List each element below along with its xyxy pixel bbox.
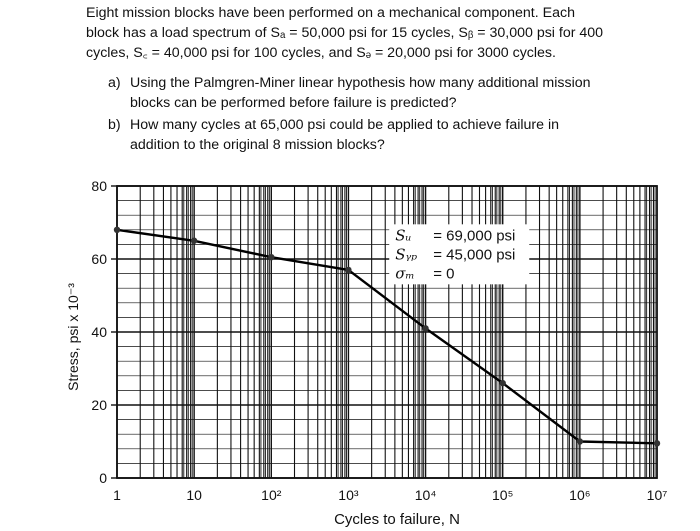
problem-statement: Eight mission blocks have been performed… xyxy=(86,3,686,63)
y-tick-label: 40 xyxy=(91,324,107,340)
y-axis-label: Stress, psi x 10⁻³ xyxy=(65,283,81,391)
question-a: a) Using the Palmgren-Miner linear hypoth… xyxy=(108,73,668,113)
sn-curve-point xyxy=(576,438,584,445)
sn-curve-point xyxy=(190,237,198,244)
sn-curve-point xyxy=(113,226,121,233)
y-tick-label: 0 xyxy=(99,470,107,486)
intro-line-3: cycles, S꜀ = 40,000 psi for 100 cycles, … xyxy=(86,45,556,61)
sn-curve-line xyxy=(116,228,658,445)
question-b-line-2: addition to the original 8 mission block… xyxy=(130,137,385,153)
question-a-line-2: blocks can be performed before failure i… xyxy=(130,95,457,111)
annotation-symbol: Sᵧₚ xyxy=(395,245,417,263)
intro-line-2: block has a load spectrum of Sₐ = 50,000… xyxy=(86,25,604,41)
x-tick-label: 10³ xyxy=(338,487,359,503)
question-a-label: a) xyxy=(108,75,121,91)
sn-curve-point xyxy=(268,253,275,261)
x-tick-label: 10⁷ xyxy=(647,487,668,503)
sn-curve-point xyxy=(653,440,661,447)
x-tick-label: 1 xyxy=(113,487,121,503)
y-tick-label: 80 xyxy=(91,178,107,194)
annotation-box xyxy=(389,224,530,285)
x-tick-label: 10 xyxy=(186,487,202,503)
x-tick-label: 10⁶ xyxy=(569,487,590,503)
x-tick-label: 10⁵ xyxy=(492,487,513,503)
annotation-value: = 0 xyxy=(433,265,454,282)
annotation-symbol: Sᵤ xyxy=(395,226,411,244)
sn-curve-point xyxy=(499,379,506,387)
annotation-symbol: σₘ xyxy=(395,264,414,282)
intro-line-1: Eight mission blocks have been performed… xyxy=(86,5,575,21)
y-tick-label: 60 xyxy=(91,251,107,267)
y-tick-label: 20 xyxy=(91,397,107,413)
annotation-value: = 45,000 psi xyxy=(433,246,515,263)
question-b-label: b) xyxy=(108,117,121,133)
x-tick-label: 10² xyxy=(261,487,282,503)
x-axis-label: Cycles to failure, N xyxy=(334,511,460,528)
question-a-line-1: Using the Palmgren-Miner linear hypothes… xyxy=(130,75,591,91)
sn-curve-point xyxy=(345,266,352,274)
x-tick-label: 10⁴ xyxy=(415,487,437,503)
sn-curve-point xyxy=(422,325,429,332)
annotation-value: = 69,000 psi xyxy=(433,227,515,244)
question-b: b) How many cycles at 65,000 psi could be… xyxy=(108,115,668,155)
question-b-line-1: How many cycles at 65,000 psi could be a… xyxy=(130,117,560,133)
